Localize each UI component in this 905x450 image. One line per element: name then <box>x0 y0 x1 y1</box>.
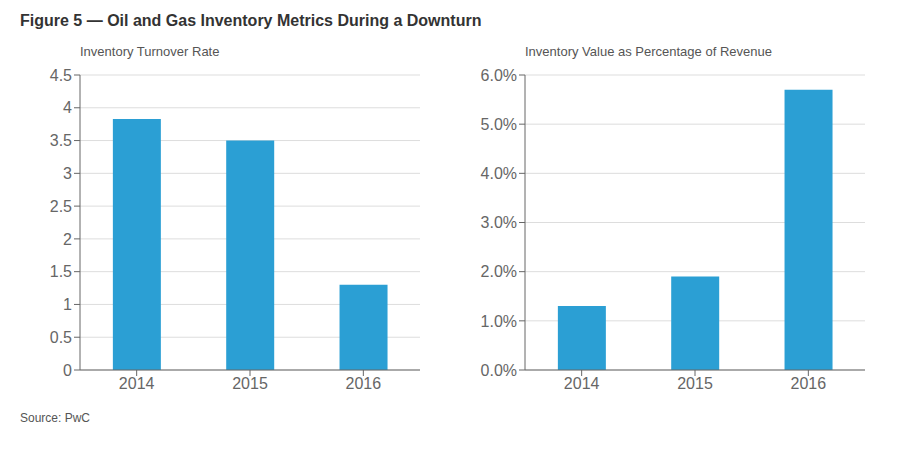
svg-text:2014: 2014 <box>564 375 600 392</box>
html-text:Inventory Value as Percentage: Inventory Value as Percentage of Revenue <box>525 44 772 59</box>
svg-text:0.5: 0.5 <box>50 329 72 346</box>
svg-text:2016: 2016 <box>791 375 827 392</box>
svg-text:3.0%: 3.0% <box>481 214 517 231</box>
svg-text:1.5: 1.5 <box>50 263 72 280</box>
svg-text:2.0%: 2.0% <box>481 263 517 280</box>
svg-text:4.0%: 4.0% <box>481 165 517 182</box>
svg-text:1: 1 <box>63 296 72 313</box>
svg-text:2014: 2014 <box>119 375 155 392</box>
svg-text:2.5: 2.5 <box>50 198 72 215</box>
svg-text:2015: 2015 <box>677 375 713 392</box>
svg-text:2: 2 <box>63 231 72 248</box>
svg-text:2015: 2015 <box>232 375 268 392</box>
html-text:Inventory Turnover Rate: Inventory Turnover Rate <box>80 44 220 59</box>
svg-text:5.0%: 5.0% <box>481 116 517 133</box>
svg-text:0: 0 <box>63 362 72 379</box>
svg-text:1.0%: 1.0% <box>481 313 517 330</box>
html-text:Source: PwC: Source: PwC <box>20 411 90 425</box>
svg-text:3.5: 3.5 <box>50 132 72 149</box>
svg-text:2016: 2016 <box>346 375 382 392</box>
html-text:Figure 5 — Oil and Gas Invento: Figure 5 — Oil and Gas Inventory Metrics… <box>20 12 482 29</box>
svg-text:3: 3 <box>63 165 72 182</box>
svg-text:4.5: 4.5 <box>50 67 72 84</box>
svg-text:4: 4 <box>63 99 72 116</box>
svg-text:0.0%: 0.0% <box>481 362 517 379</box>
svg-text:6.0%: 6.0% <box>481 67 517 84</box>
